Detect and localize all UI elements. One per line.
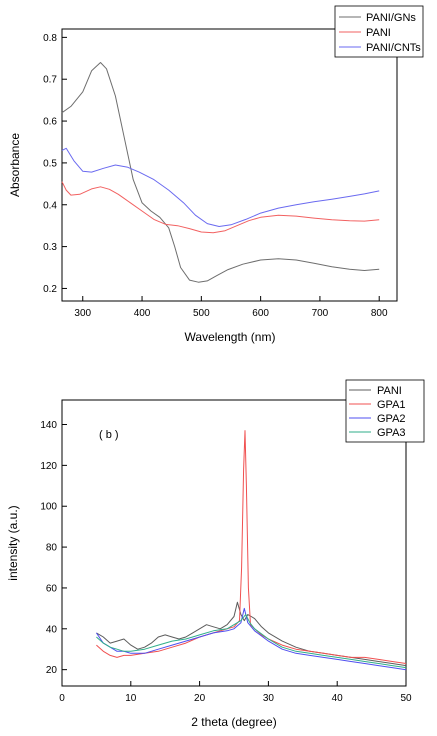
- absorbance-y-axis-title: Absorbance: [8, 133, 22, 197]
- xrd-series-line-gpa2: [95, 607, 407, 671]
- xrd-x-tick-label: 50: [400, 693, 412, 704]
- absorbance-y-tick-label: 0.8: [43, 33, 57, 44]
- legend-label-pani: PANI: [366, 27, 391, 39]
- xrd-series-line-gpa1: [96, 430, 407, 664]
- legend-label-pani-cnts: PANI/CNTs: [366, 42, 421, 54]
- panel-b-label: ( b ): [99, 429, 119, 441]
- xrd-y-tick-label: 140: [40, 420, 57, 431]
- absorbance-y-tick-label: 0.3: [43, 242, 57, 253]
- absorbance-series-line-pani-gns: [61, 62, 380, 283]
- xrd-y-axis-title: intensity (a.u.): [6, 505, 20, 580]
- xrd-y-tick-label: 60: [46, 583, 58, 594]
- xrd-series-group: [95, 430, 407, 671]
- absorbance-x-tick-label: 400: [134, 308, 151, 319]
- absorbance-y-tick-label: 0.5: [43, 158, 57, 169]
- xrd-y-tick-label: 80: [46, 543, 58, 554]
- absorbance-legend: PANI/GNs PANI PANI/CNTs: [334, 5, 424, 58]
- absorbance-x-tick-label: 800: [371, 308, 388, 319]
- absorbance-y-tick-label: 0.2: [43, 284, 57, 295]
- xrd-series-line-gpa3: [96, 614, 407, 669]
- absorbance-axis-ticks: 300 400 500 600 700 800 0.2 0.3 0.4 0.5 0.6 0.7 0.8: [43, 33, 388, 319]
- xrd-x-tick-label: 0: [59, 693, 65, 704]
- absorbance-series-group: [61, 62, 380, 283]
- legend-label-gpa2: GPA2: [377, 413, 406, 425]
- xrd-x-tick-label: 40: [332, 693, 344, 704]
- xrd-y-tick-label: 120: [40, 461, 57, 472]
- legend-label-gpa3: GPA3: [377, 427, 406, 439]
- absorbance-x-tick-label: 600: [252, 308, 269, 319]
- xrd-legend: PANI GPA1 GPA2 GPA3: [345, 379, 425, 443]
- xrd-chart: 0 10 20 30 40 50 20 40 60 80 100 120 140 ( b ) 2 the…: [6, 379, 425, 729]
- xrd-series-line-pani: [96, 601, 407, 667]
- absorbance-x-axis-title: Wavelength (nm): [185, 330, 276, 344]
- absorbance-y-tick-label: 0.6: [43, 117, 57, 128]
- xrd-x-tick-label: 20: [194, 693, 206, 704]
- xrd-x-tick-label: 30: [263, 693, 275, 704]
- absorbance-y-tick-label: 0.4: [43, 200, 57, 211]
- xrd-x-tick-label: 10: [125, 693, 137, 704]
- xrd-x-axis-title: 2 theta (degree): [191, 715, 276, 729]
- xrd-plot-frame: [61, 399, 407, 687]
- legend-label-xrd-pani: PANI: [377, 385, 402, 397]
- absorbance-x-tick-label: 500: [193, 308, 210, 319]
- absorbance-series-line-pani-cnts: [61, 147, 380, 227]
- xrd-y-tick-label: 100: [40, 502, 57, 513]
- xrd-axis-ticks: 0 10 20 30 40 50 20 40 60 80 100 120 140: [40, 420, 412, 704]
- absorbance-plot-frame: [61, 28, 398, 302]
- absorbance-chart: 300 400 500 600 700 8000.20.30.40.50.60.70.8 …: [8, 5, 424, 344]
- absorbance-x-tick-label: 700: [312, 308, 329, 319]
- xrd-y-tick-label: 40: [46, 624, 58, 635]
- absorbance-x-tick-label: 300: [74, 308, 91, 319]
- absorbance-y-tick-label: 0.7: [43, 75, 57, 86]
- legend-label-gpa1: GPA1: [377, 399, 406, 411]
- absorbance-series-line-pani: [61, 181, 380, 234]
- xrd-y-tick-label: 20: [46, 665, 58, 676]
- legend-label-pani-gns: PANI/GNs: [366, 12, 416, 24]
